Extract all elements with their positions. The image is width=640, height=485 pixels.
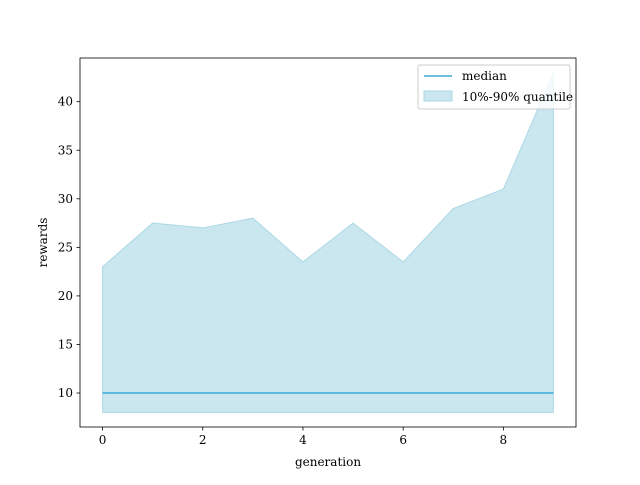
y-tick-label: 25: [58, 240, 73, 254]
axes-frame: [79, 57, 577, 428]
x-tick-label: 6: [399, 433, 407, 447]
x-tick-label: 2: [199, 433, 207, 447]
legend-quantile-swatch: [423, 90, 453, 102]
y-tick-label: 20: [58, 289, 73, 303]
y-tick-label: 10: [58, 386, 73, 400]
axis-ticks: 0 2 4 6 8 10 15 20 25 30 35 40: [58, 95, 507, 447]
plot-area: [102, 72, 554, 413]
y-tick-label: 30: [58, 192, 73, 206]
y-tick-label: 40: [58, 95, 73, 109]
quantile-band: [102, 72, 554, 413]
x-tick-label: 0: [99, 433, 107, 447]
legend-quantile-label: 10%-90% quantile: [462, 90, 573, 104]
x-axis-label: generation: [295, 455, 361, 469]
legend: median 10%-90% quantile: [417, 64, 573, 110]
legend-median-label: median: [462, 69, 507, 83]
y-tick-label: 15: [58, 337, 73, 351]
legend-box: [417, 64, 571, 110]
y-axis-label: rewards: [36, 218, 50, 268]
x-tick-label: 4: [299, 433, 307, 447]
y-tick-label: 35: [58, 143, 73, 157]
x-tick-label: 8: [500, 433, 508, 447]
